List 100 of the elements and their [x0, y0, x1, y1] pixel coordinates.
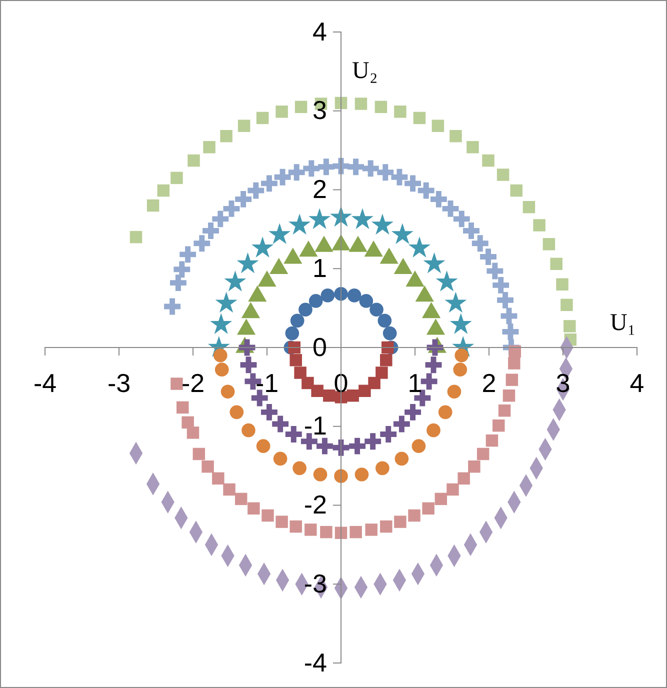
point: [434, 492, 448, 506]
x-tick-label: 0: [334, 368, 348, 398]
point: [174, 261, 190, 278]
point: [394, 452, 409, 466]
point: [292, 461, 306, 476]
point: [294, 100, 308, 114]
point: [351, 208, 374, 230]
point: [202, 460, 214, 473]
point: [288, 164, 305, 181]
y-tick-label: -2: [304, 490, 327, 520]
point: [213, 348, 228, 362]
point: [256, 112, 269, 124]
point: [300, 433, 318, 450]
x-tick-label: 3: [556, 368, 570, 398]
point: [430, 191, 447, 208]
point: [230, 405, 244, 420]
point: [486, 434, 498, 447]
y-tick-label: -1: [304, 410, 327, 441]
point: [170, 274, 186, 292]
point: [522, 200, 536, 214]
point: [454, 348, 469, 362]
point: [564, 320, 576, 332]
point: [240, 356, 257, 374]
point: [308, 208, 331, 230]
point: [320, 526, 332, 538]
point: [408, 509, 420, 522]
y-tick-label: 2: [312, 174, 327, 204]
point: [346, 389, 359, 402]
point: [318, 158, 334, 176]
point: [365, 524, 378, 536]
point: [194, 235, 210, 252]
point: [423, 252, 446, 274]
point: [238, 120, 250, 132]
point: [362, 160, 379, 177]
point: [347, 288, 362, 302]
x-tick-label: 2: [482, 368, 496, 398]
point: [480, 248, 496, 266]
point: [447, 384, 462, 399]
point: [425, 356, 442, 374]
point: [380, 426, 397, 442]
point: [157, 184, 170, 197]
point: [182, 416, 194, 429]
point: [274, 168, 291, 186]
point: [382, 326, 397, 340]
point: [418, 182, 434, 199]
y-tick-label: 3: [312, 95, 327, 126]
point: [492, 276, 510, 294]
point: [412, 439, 426, 453]
point: [463, 222, 480, 239]
point: [192, 448, 206, 460]
point: [376, 366, 388, 379]
point: [276, 516, 288, 528]
point: [302, 376, 314, 390]
y-tick-label: 4: [312, 16, 327, 46]
point: [285, 326, 300, 340]
point: [248, 182, 264, 199]
point: [224, 270, 246, 292]
point: [368, 376, 380, 390]
point: [235, 191, 252, 208]
point: [500, 308, 518, 324]
point: [376, 461, 390, 476]
point: [214, 362, 229, 376]
point: [556, 278, 568, 291]
point: [453, 362, 468, 376]
point: [146, 199, 160, 212]
point: [476, 448, 490, 460]
point: [334, 469, 348, 483]
point: [262, 509, 274, 522]
point: [334, 286, 348, 301]
point: [391, 168, 408, 186]
point: [432, 120, 444, 132]
point: [453, 210, 470, 228]
point: [497, 292, 514, 308]
point: [273, 452, 288, 466]
point: [220, 130, 232, 142]
point: [290, 314, 304, 328]
point: [450, 313, 472, 334]
point: [450, 130, 462, 142]
point: [268, 223, 291, 244]
x-tick-label: 4: [630, 368, 644, 398]
point: [466, 141, 479, 154]
point: [320, 288, 335, 302]
point: [290, 520, 302, 533]
point: [482, 154, 494, 167]
point: [180, 246, 196, 263]
point: [426, 423, 440, 438]
point: [458, 472, 470, 485]
x-tick-label: -3: [107, 368, 131, 398]
point: [176, 401, 189, 414]
point: [248, 502, 260, 515]
point: [404, 404, 421, 420]
point: [394, 516, 406, 528]
point: [220, 384, 235, 399]
point: [380, 520, 392, 533]
point: [223, 483, 236, 496]
point: [276, 106, 288, 118]
x-tick-label: -4: [33, 368, 57, 398]
point: [210, 313, 232, 334]
point: [349, 438, 366, 454]
point: [290, 354, 302, 366]
